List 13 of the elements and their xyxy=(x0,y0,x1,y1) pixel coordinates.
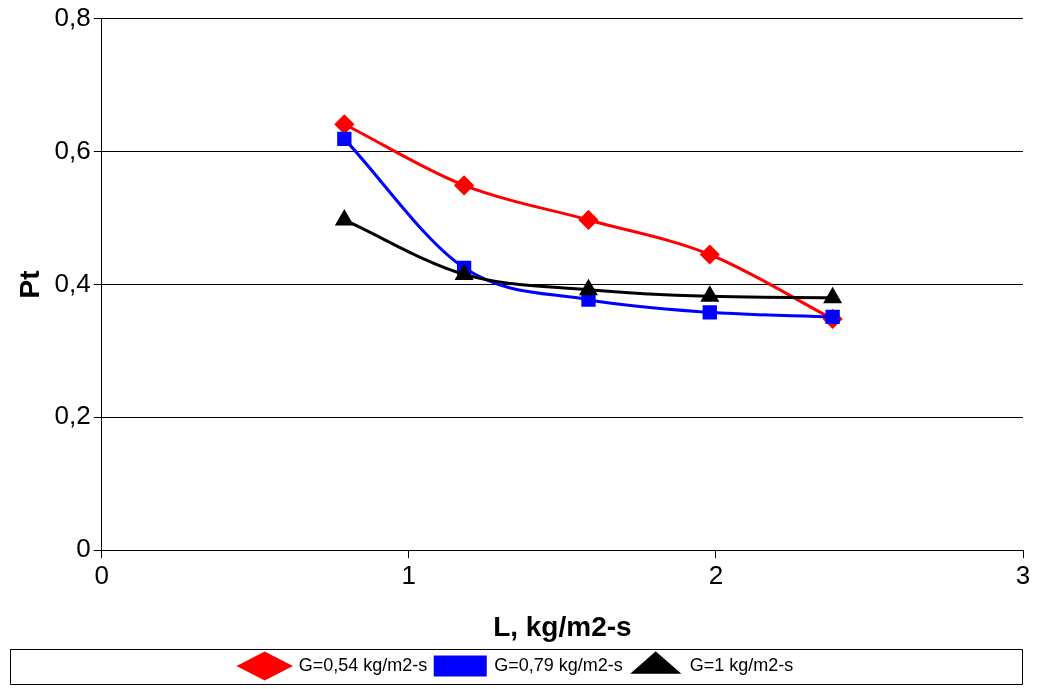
y-tick-label: 0 xyxy=(76,533,91,564)
x-tick-label: 3 xyxy=(1015,559,1031,590)
legend-label: G=0,54 kg/m2-s xyxy=(298,654,428,675)
x-axis-title: L, kg/m2-s xyxy=(493,610,632,642)
x-tick-label: 2 xyxy=(708,559,724,590)
legend-label: G=1 kg/m2-s xyxy=(689,654,794,675)
y-tick-label: 0,4 xyxy=(54,267,91,298)
legend-label: G=0,79 kg/m2-s xyxy=(494,654,623,675)
y-tick-label: 0,8 xyxy=(54,1,91,32)
y-tick-label: 0,2 xyxy=(54,400,91,431)
y-tick-label: 0,6 xyxy=(54,134,91,165)
y-axis-title: Pt xyxy=(13,270,45,299)
x-tick-label: 1 xyxy=(401,559,417,590)
